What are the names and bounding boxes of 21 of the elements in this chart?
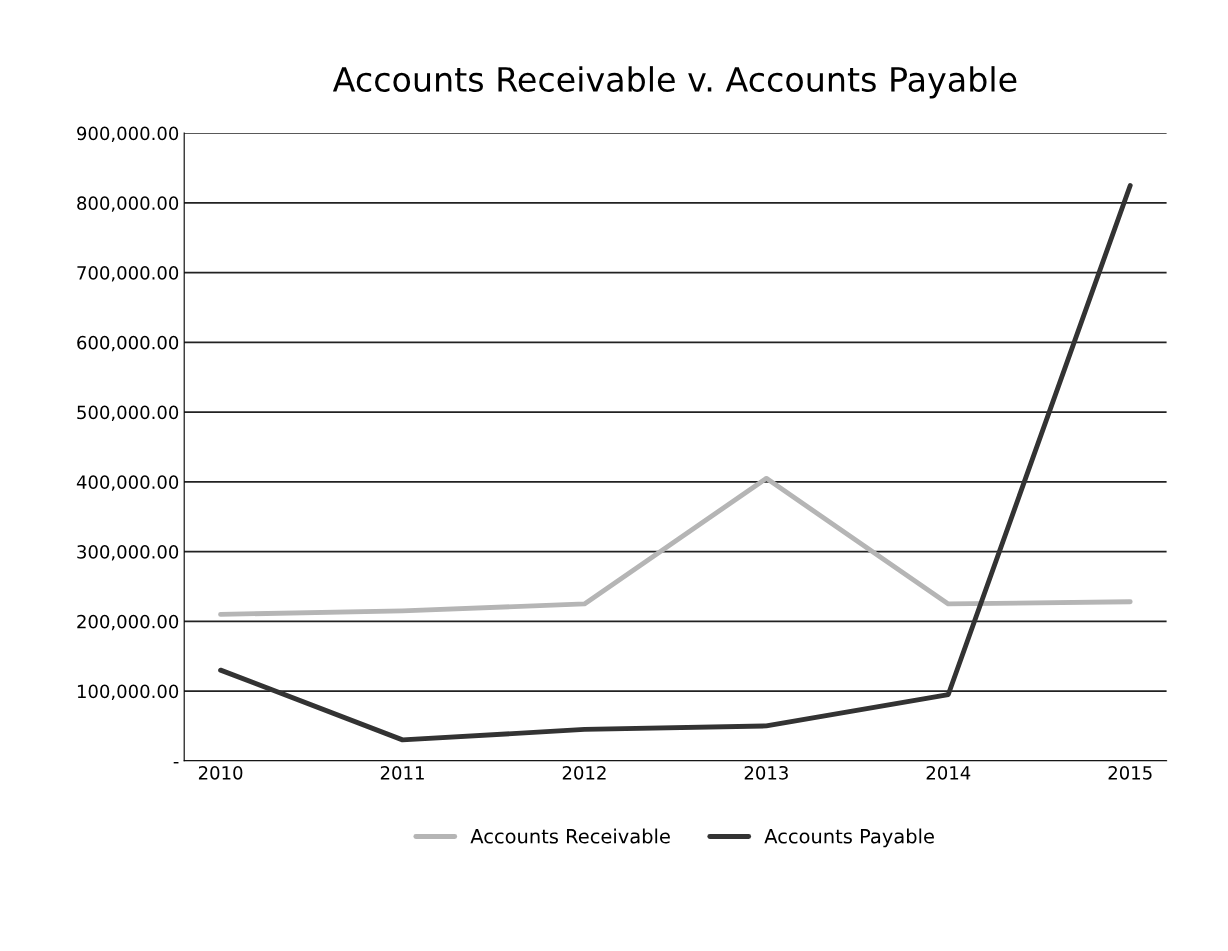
legend-label: Accounts Payable <box>764 828 934 848</box>
line-series <box>218 475 1133 617</box>
x-tick-label: 2013 <box>744 765 788 780</box>
y-tick-label: 400,000.00 <box>76 475 179 491</box>
y-tick-label: 200,000.00 <box>77 614 179 631</box>
y-tick-label: 600,000.00 <box>77 335 179 352</box>
y-tick-label: - <box>173 761 179 764</box>
y-tick-label: 700,000.00 <box>77 266 179 282</box>
x-tick-label: 2012 <box>562 765 606 780</box>
y-tick-label: 500,000.00 <box>77 405 179 422</box>
x-tick-label: 2014 <box>926 765 971 780</box>
chart-title: Accounts Receivable v. Accounts Payable <box>332 66 1017 99</box>
line-series <box>218 183 1133 743</box>
y-tick-label: 300,000.00 <box>77 545 179 561</box>
y-tick-label: 100,000.00 <box>77 684 179 701</box>
x-tick-label: 2010 <box>198 765 243 780</box>
y-tick-label: 800,000.00 <box>77 196 179 212</box>
x-tick-label: 2015 <box>1108 765 1152 780</box>
legend-label: Accounts Receivable <box>470 828 670 844</box>
y-tick-label: 900,000.00 <box>77 126 179 143</box>
x-tick-label: 2011 <box>380 765 424 780</box>
